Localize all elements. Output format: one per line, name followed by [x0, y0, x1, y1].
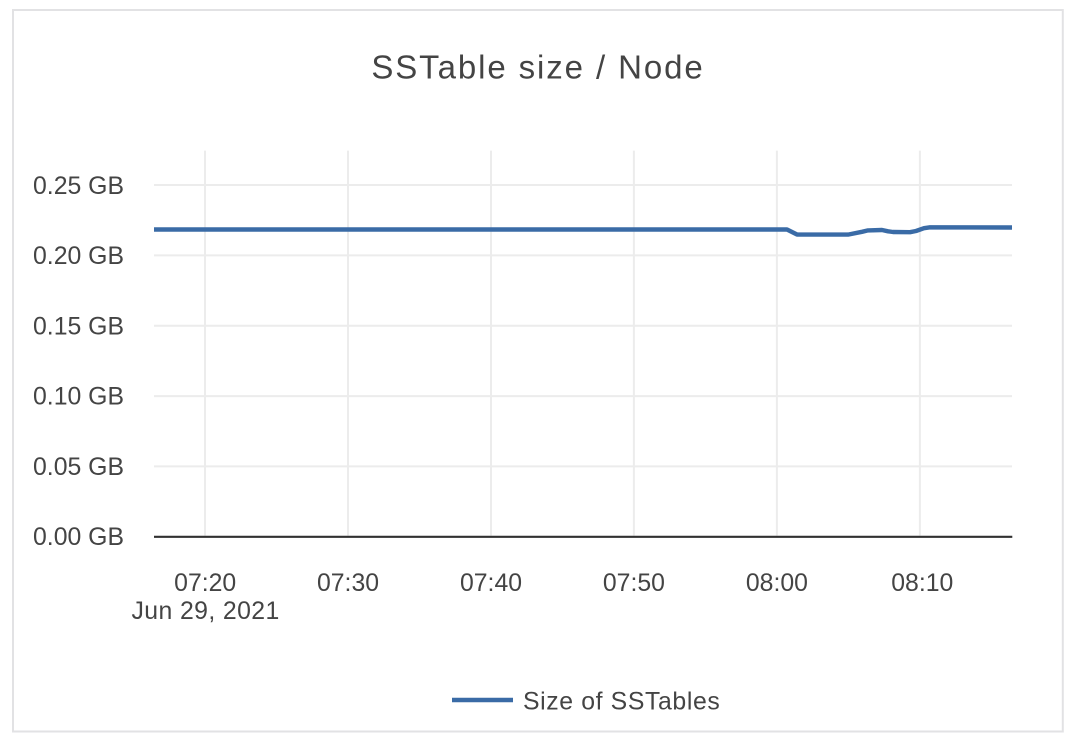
svg-text:0.20 GB: 0.20 GB [33, 243, 124, 270]
svg-text:Size of SSTables: Size of SSTables [523, 688, 720, 715]
svg-text:07:40: 07:40 [460, 570, 522, 597]
svg-text:08:00: 08:00 [746, 570, 808, 597]
svg-text:Jun 29, 2021: Jun 29, 2021 [131, 598, 279, 625]
svg-text:SSTable size / Node: SSTable size / Node [371, 49, 704, 86]
svg-text:0.15 GB: 0.15 GB [33, 313, 124, 340]
svg-text:0.00 GB: 0.00 GB [33, 524, 124, 551]
svg-text:07:20: 07:20 [174, 570, 236, 597]
svg-text:07:30: 07:30 [317, 570, 379, 597]
svg-text:07:50: 07:50 [603, 570, 665, 597]
svg-text:0.05 GB: 0.05 GB [33, 454, 124, 481]
svg-text:0.10 GB: 0.10 GB [33, 384, 124, 411]
svg-text:0.25 GB: 0.25 GB [33, 173, 124, 200]
svg-text:08:10: 08:10 [891, 570, 953, 597]
